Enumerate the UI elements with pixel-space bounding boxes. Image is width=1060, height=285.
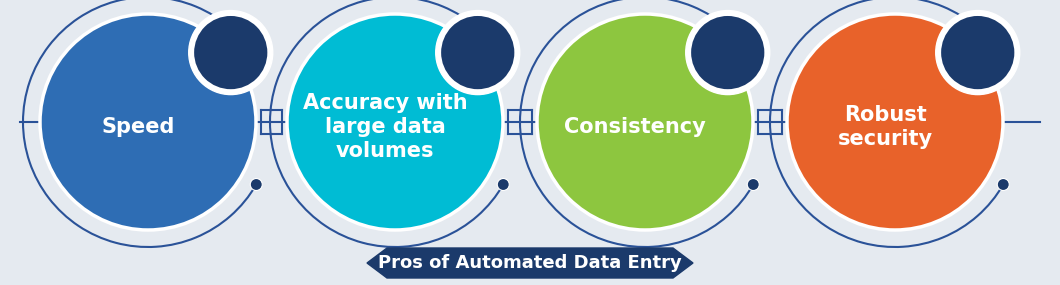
Text: Pros of Automated Data Entry: Pros of Automated Data Entry bbox=[378, 254, 682, 272]
Circle shape bbox=[747, 178, 759, 190]
Circle shape bbox=[686, 11, 770, 95]
Circle shape bbox=[436, 11, 519, 95]
Circle shape bbox=[193, 15, 269, 91]
Text: Consistency: Consistency bbox=[564, 117, 706, 137]
Text: Speed: Speed bbox=[102, 117, 175, 137]
Circle shape bbox=[40, 14, 257, 230]
Circle shape bbox=[189, 11, 272, 95]
Circle shape bbox=[250, 54, 262, 66]
Circle shape bbox=[997, 178, 1009, 190]
Circle shape bbox=[287, 14, 504, 230]
Circle shape bbox=[690, 15, 765, 91]
Circle shape bbox=[497, 54, 509, 66]
Circle shape bbox=[787, 14, 1003, 230]
Circle shape bbox=[747, 54, 759, 66]
Text: Accuracy with
large data
volumes: Accuracy with large data volumes bbox=[303, 93, 467, 161]
Circle shape bbox=[997, 54, 1009, 66]
Circle shape bbox=[936, 11, 1020, 95]
Circle shape bbox=[497, 178, 509, 190]
Polygon shape bbox=[367, 248, 693, 278]
Circle shape bbox=[440, 15, 516, 91]
Circle shape bbox=[250, 178, 262, 190]
Circle shape bbox=[537, 14, 753, 230]
Circle shape bbox=[940, 15, 1015, 91]
Text: Robust
security: Robust security bbox=[837, 105, 933, 149]
